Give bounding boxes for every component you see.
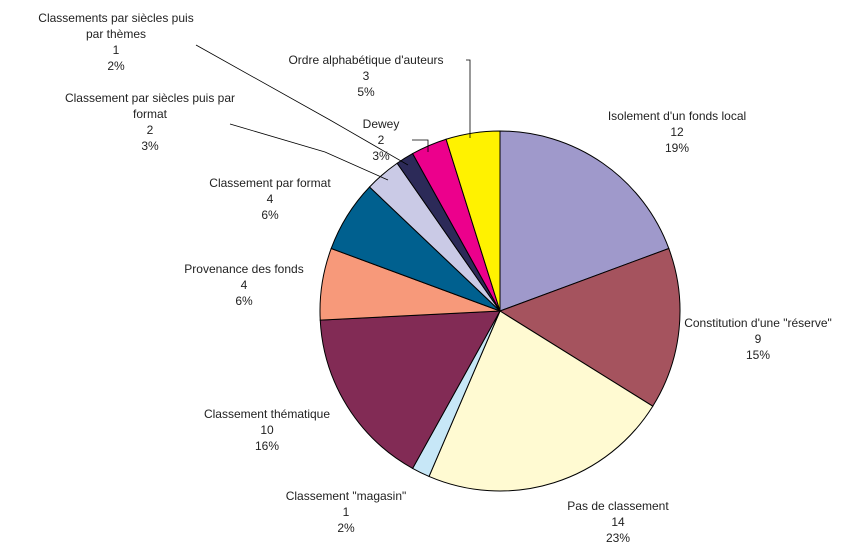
value-label: 3 [362,69,370,83]
category-name: Constitution d'une "réserve" [684,316,832,330]
percent-label: 3% [141,139,159,153]
category-name: Dewey [362,117,400,131]
pie-slice [499,130,670,312]
category-name: Classement par siècles puis par format [64,91,236,121]
slice-label: Classement "magasin" 1 2% [286,488,407,536]
percent-label: 5% [357,85,375,99]
value-label: 1 [112,43,120,57]
pie-slice [498,247,681,407]
leader-line [412,139,429,152]
pie-slice [428,310,654,492]
percent-label: 15% [745,348,771,362]
slice-label: Ordre alphabétique d'auteurs 3 5% [288,52,443,100]
category-name: Isolement d'un fonds local [607,109,747,123]
percent-label: 2% [337,521,355,535]
leader-line [466,59,471,138]
percent-label: 19% [664,141,690,155]
category-name: Classement thématique [203,407,331,421]
leader-line [195,44,409,166]
value-label: 2 [377,133,385,147]
category-name: Classement par format [209,176,331,190]
slice-label: Classement par format 4 6% [209,175,330,223]
percent-label: 2% [107,59,125,73]
value-label: 9 [754,332,762,346]
value-label: 10 [260,423,274,437]
slice-label: Classements par siècles puis par thèmes 1… [30,10,202,74]
pie-slice [319,310,501,470]
category-name: Classements par siècles puis par thèmes [38,11,194,41]
value-label: 2 [146,123,154,137]
percent-label: 16% [254,439,280,453]
category-name: Pas de classement [567,499,669,513]
pie-slice [445,130,501,312]
percent-label: 6% [235,294,253,308]
percent-label: 6% [261,208,279,222]
leader-line [229,123,389,181]
slice-label: Pas de classement 14 23% [567,498,668,546]
slice-label: Classement thématique 10 16% [204,406,330,454]
slice-label: Classement par siècles puis par format 2 3… [64,90,236,154]
percent-label: 3% [372,149,390,163]
percent-label: 23% [605,531,631,545]
slice-label: Provenance des fonds 4 6% [184,261,303,309]
slice-label: Dewey 2 3% [363,116,400,164]
value-label: 14 [611,515,625,529]
category-name: Provenance des fonds [184,262,304,276]
value-label: 1 [342,505,350,519]
value-label: 4 [266,192,274,206]
category-name: Ordre alphabétique d'auteurs [288,53,444,67]
value-label: 12 [670,125,684,139]
category-name: Classement "magasin" [285,489,407,503]
value-label: 4 [240,278,248,292]
slice-label: Constitution d'une "réserve" 9 15% [684,315,832,363]
slice-label: Isolement d'un fonds local 12 19% [608,108,746,156]
